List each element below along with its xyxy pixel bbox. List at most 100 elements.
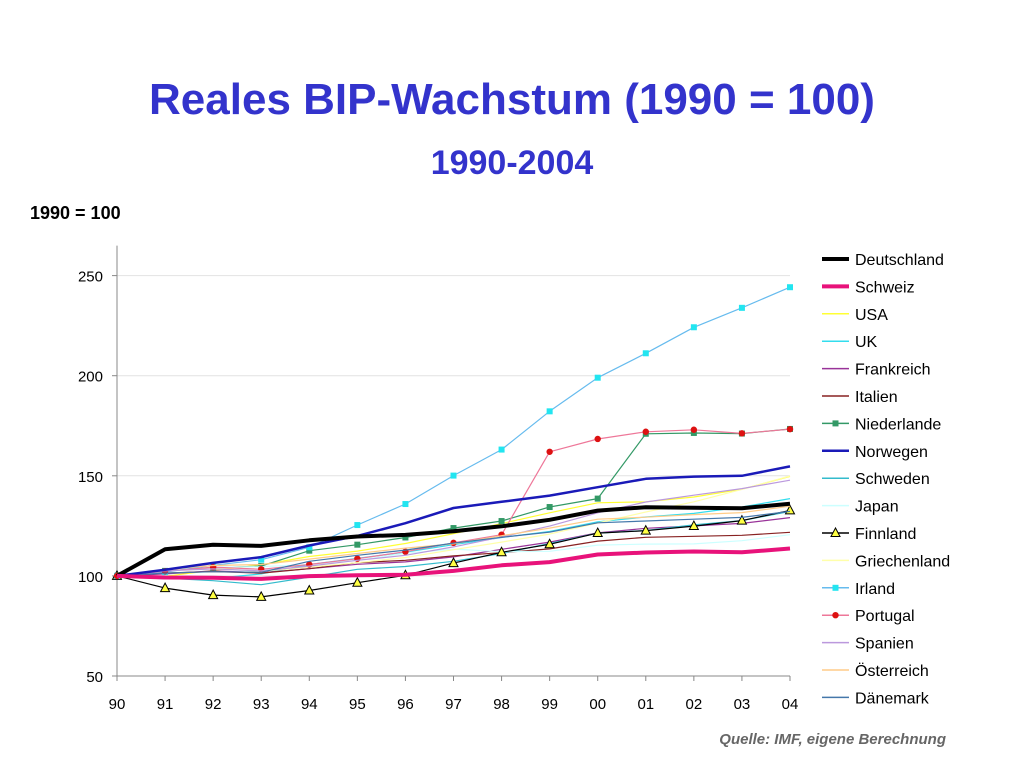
data-point (787, 284, 793, 291)
axis-layer: 50 100 150 200 250 90 91 92 93 94 95 96 97 98 99 00 01 02… (78, 245, 799, 713)
data-point (450, 525, 457, 532)
data-point (690, 426, 698, 433)
series-line (116, 465, 791, 578)
data-point (546, 408, 553, 415)
legend-item: Österreich (822, 662, 929, 680)
x-tick-label: 93 (253, 696, 270, 713)
legend-item: Schweiz (822, 279, 915, 296)
series-line (116, 546, 791, 581)
data-point (594, 495, 601, 502)
data-point (159, 582, 171, 593)
x-tick-label: 91 (157, 696, 174, 713)
series-line (116, 501, 791, 578)
legend-label: Deutschland (855, 252, 944, 269)
legend-label: Frankreich (855, 362, 931, 379)
data-point (496, 546, 507, 557)
series-line (116, 505, 791, 577)
data-point (498, 446, 505, 453)
data-point (303, 584, 315, 595)
legend-label: Niederlande (855, 416, 941, 433)
chart-title: Reales BIP-Wachstum (1990 = 100) (149, 75, 875, 124)
data-point (642, 428, 649, 435)
legend-label: Schweiz (855, 279, 915, 296)
y-tick-label: 50 (86, 669, 103, 686)
legend-item: Norwegen (822, 444, 928, 461)
legend-marker (832, 420, 839, 427)
data-point (544, 538, 555, 549)
legend-item: Frankreich (822, 362, 931, 379)
series-7 (116, 465, 791, 578)
data-point (258, 563, 265, 570)
x-tick-label: 96 (397, 696, 414, 713)
series-layer (111, 284, 796, 601)
data-point (738, 304, 745, 311)
x-tick-label: 03 (734, 696, 751, 713)
data-point (255, 590, 267, 601)
legend-item: Schweden (822, 471, 930, 488)
x-tick-label: 97 (445, 696, 462, 713)
grid-layer (117, 275, 790, 577)
data-point (450, 472, 457, 479)
data-point (402, 501, 409, 508)
data-point (690, 324, 697, 331)
series-0 (116, 501, 791, 578)
legend-label: UK (855, 334, 878, 351)
x-tick-label: 01 (637, 696, 654, 713)
y-tick-label: 150 (78, 469, 103, 486)
series-line (116, 475, 791, 577)
x-tick-label: 00 (589, 696, 606, 713)
legend: Deutschland Schweiz USA UK Frankreich Italien… (822, 252, 950, 707)
legend-marker (830, 526, 841, 537)
legend-marker (832, 612, 839, 619)
series-8 (116, 510, 791, 586)
x-tick-label: 04 (782, 696, 799, 713)
chart-subtitle: 1990-2004 (430, 144, 594, 182)
x-tick-label: 90 (109, 696, 126, 713)
series-14 (116, 479, 791, 577)
legend-item: Spanien (822, 636, 914, 653)
legend-item: Griechenland (822, 553, 950, 570)
data-point (546, 448, 553, 455)
legend-label: Japan (855, 499, 899, 516)
legend-label: Österreich (855, 662, 929, 680)
data-point (354, 541, 361, 548)
data-point (402, 534, 409, 541)
data-point (546, 504, 553, 511)
x-tick-label: 99 (541, 696, 558, 713)
legend-label: Finnland (855, 526, 916, 543)
legend-label: Irland (855, 581, 895, 598)
source-note: Quelle: IMF, eigene Berechnung (719, 731, 946, 748)
y-tick-label: 100 (78, 569, 103, 586)
y-tick-label: 250 (78, 269, 103, 286)
series-line (116, 509, 791, 598)
data-point (738, 430, 746, 437)
legend-label: Griechenland (855, 553, 950, 570)
data-point (592, 526, 604, 538)
x-tick-label: 94 (301, 696, 318, 713)
x-tick-label: 92 (205, 696, 222, 713)
data-point (354, 522, 361, 529)
data-point (352, 576, 363, 587)
legend-label: USA (855, 307, 888, 324)
data-point (306, 544, 313, 551)
series-1 (116, 546, 791, 581)
data-point (306, 547, 313, 554)
data-point (690, 429, 697, 436)
data-point (448, 557, 459, 568)
y-axis-label: 1990 = 100 (30, 203, 121, 223)
legend-label: Norwegen (855, 444, 928, 461)
legend-item: Niederlande (822, 416, 941, 433)
series-15 (116, 505, 791, 577)
data-point (642, 350, 649, 357)
data-point (736, 514, 748, 525)
legend-label: Italien (855, 389, 898, 406)
data-point (688, 519, 700, 531)
data-point (258, 556, 265, 563)
legend-item: USA (822, 307, 888, 324)
legend-item: Portugal (822, 608, 915, 625)
series-line (116, 510, 791, 586)
x-tick-label: 98 (493, 696, 510, 713)
legend-item: Deutschland (822, 252, 944, 269)
legend-item: Finnland (822, 526, 916, 543)
